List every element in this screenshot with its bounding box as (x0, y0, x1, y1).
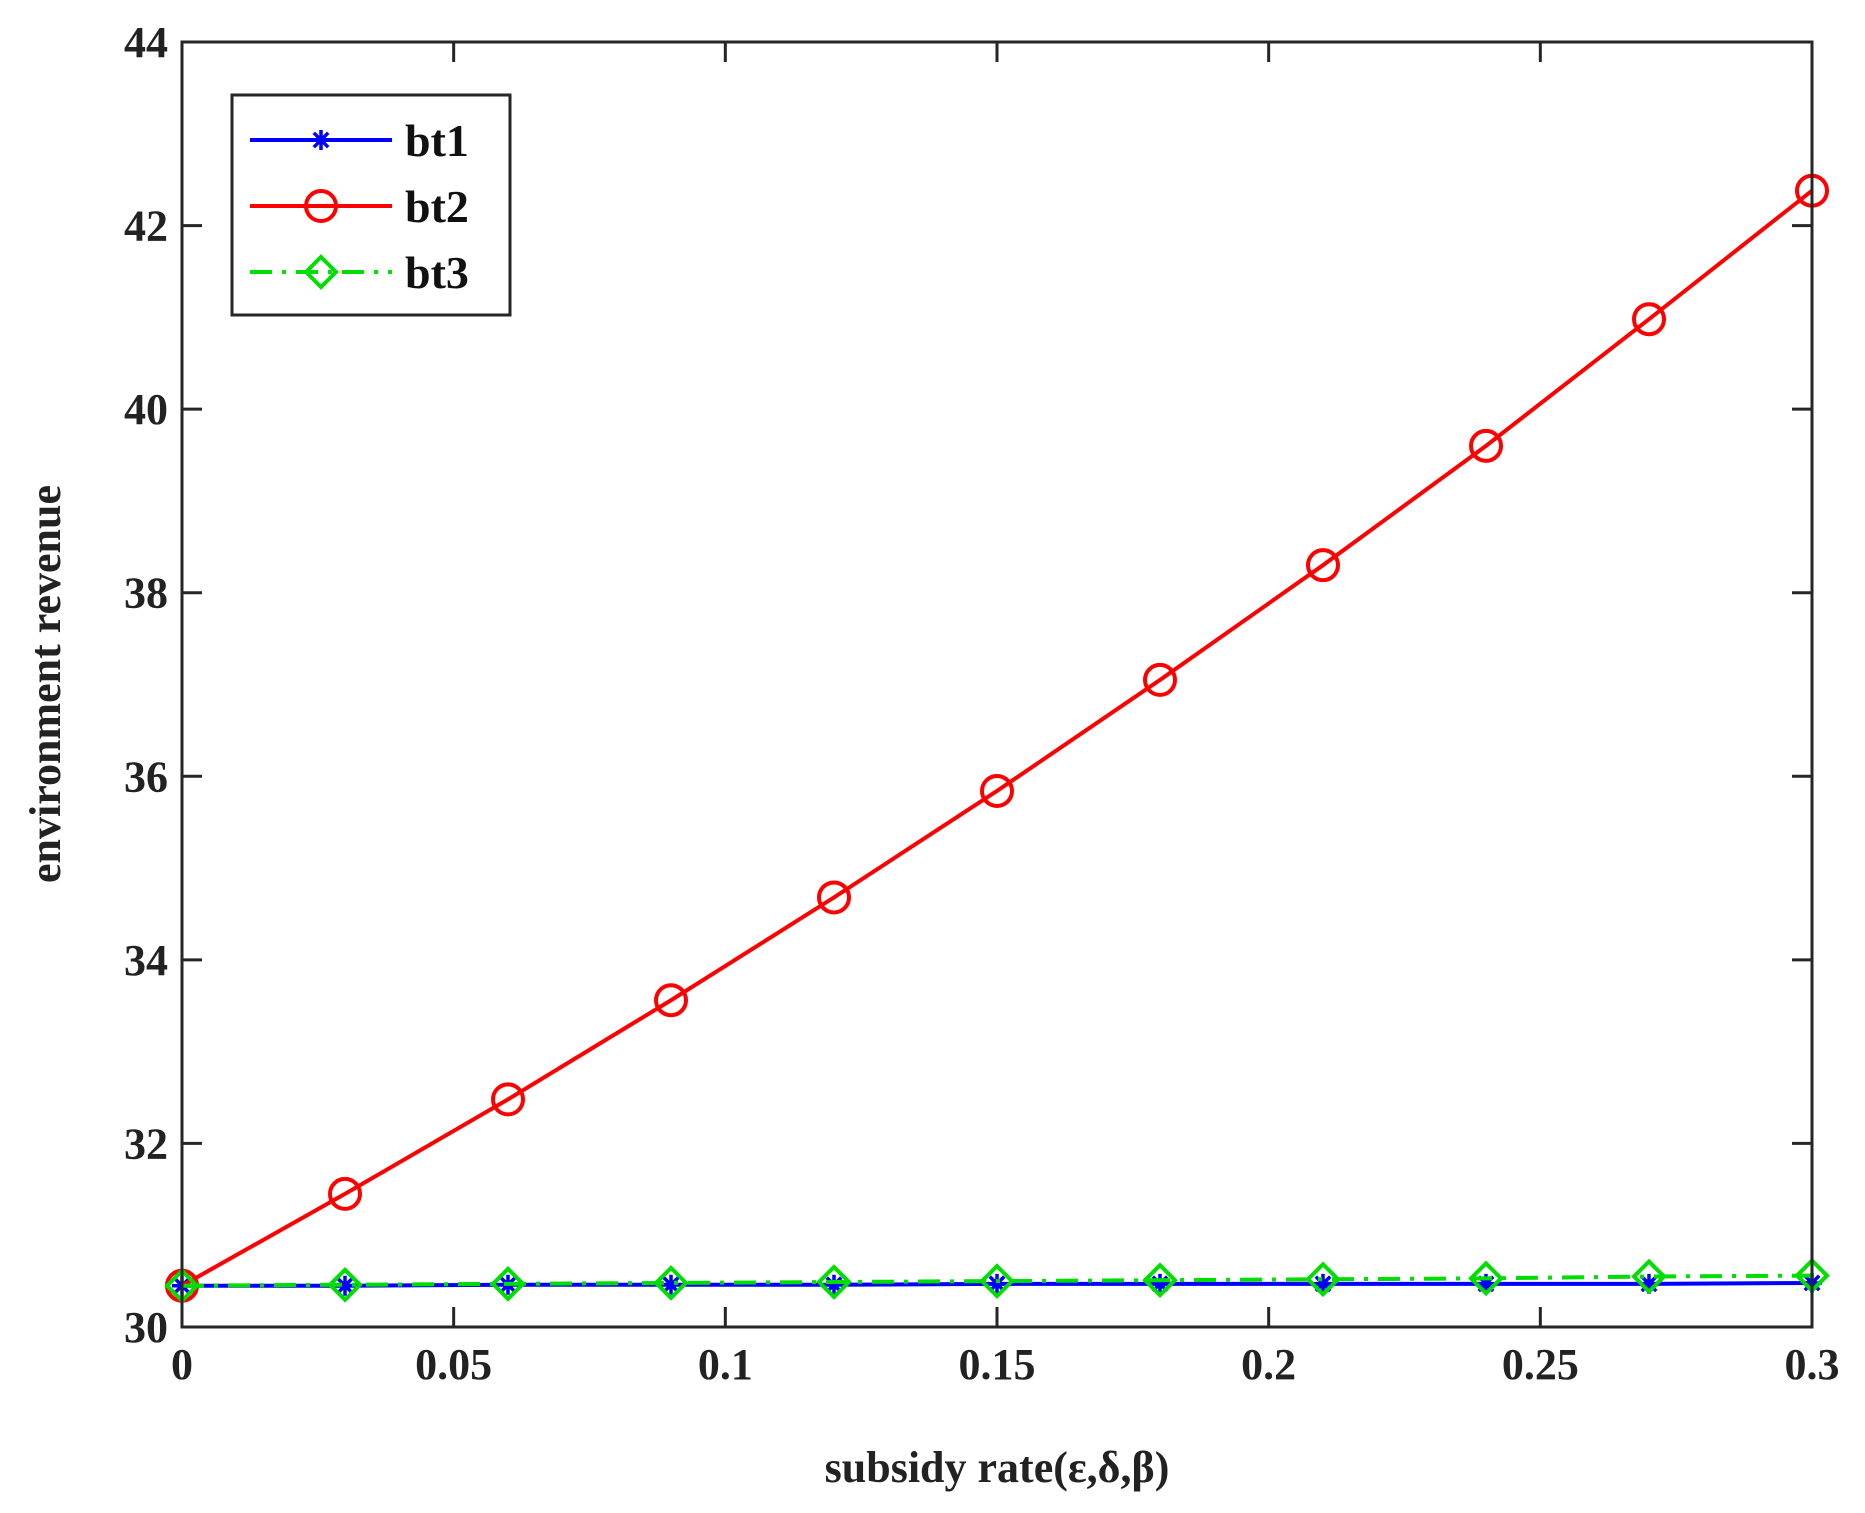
data-point-bt2 (1306, 548, 1340, 583)
y-tick-labels: 30 32 34 36 38 40 42 44 (124, 18, 168, 1352)
x-tick-label: 0.2 (1241, 1340, 1296, 1389)
x-tick-label: 0.1 (698, 1340, 753, 1389)
x-tick-label: 0 (171, 1340, 193, 1389)
x-axis-title: subsidy rate(ε,δ,β) (825, 1443, 1170, 1492)
data-point-bt1 (1476, 1273, 1496, 1294)
data-point-bt3 (979, 1263, 1015, 1299)
data-point-bt3 (653, 1265, 689, 1301)
y-tick-label: 38 (124, 569, 168, 618)
x-tick-label: 0.15 (959, 1340, 1036, 1389)
data-point-bt1 (987, 1273, 1007, 1294)
y-tick-label: 36 (124, 752, 168, 801)
legend-marker (311, 130, 331, 150)
series-layer (164, 173, 1830, 1304)
data-point-bt2 (1632, 302, 1666, 337)
series-line-bt2 (181, 189, 1814, 1288)
x-tick-labels: 0 0.05 0.1 0.15 0.2 0.25 0.3 (171, 1340, 1840, 1389)
data-point-bt2 (654, 983, 688, 1018)
data-point-bt3 (1305, 1261, 1341, 1298)
series-line-bt3 (181, 1273, 1813, 1288)
legend-marker (304, 189, 338, 223)
data-point-bt2 (980, 773, 1014, 808)
data-point-bt3 (816, 1264, 852, 1300)
data-point-bt2 (328, 1176, 362, 1211)
data-point-bt3 (1631, 1258, 1667, 1295)
data-point-bt1 (1313, 1273, 1333, 1294)
y-axis-title: environment revenue (21, 485, 70, 883)
data-point-bt2 (1143, 662, 1177, 697)
y-tick-label: 34 (124, 936, 168, 985)
y-tick-label: 40 (124, 385, 168, 434)
data-point-bt2 (1469, 428, 1503, 463)
y-tick-label: 32 (124, 1119, 168, 1168)
legend-label: bt3 (405, 247, 469, 298)
legend-item-bt3: bt3 (250, 247, 469, 298)
y-tick-label: 30 (124, 1303, 168, 1352)
data-point-bt2 (817, 880, 851, 915)
data-point-bt1 (1639, 1273, 1659, 1294)
y-tick-label: 42 (124, 202, 168, 251)
x-tick-label: 0.25 (1502, 1340, 1579, 1389)
data-point-bt3 (1468, 1260, 1504, 1297)
data-point-bt1 (661, 1274, 681, 1295)
axes-box (180, 40, 1814, 1329)
series-bt3 (164, 1257, 1830, 1304)
data-point-bt1 (824, 1274, 844, 1295)
legend-item-bt1: bt1 (250, 115, 469, 166)
x-tick-label: 0.05 (415, 1340, 492, 1389)
data-point-bt1 (1150, 1273, 1170, 1294)
legend-marker (303, 254, 339, 290)
data-point-bt1 (335, 1275, 355, 1296)
data-point-bt3 (1142, 1262, 1178, 1299)
x-tick-label: 0.3 (1785, 1340, 1840, 1389)
legend-item-bt2: bt2 (250, 181, 469, 232)
legend-label: bt2 (405, 181, 469, 232)
legend: bt1 bt2 bt3 (230, 93, 512, 317)
legend-label: bt1 (405, 115, 469, 166)
y-tick-label: 44 (124, 18, 168, 67)
data-point-bt2 (491, 1082, 525, 1117)
data-point-bt3 (490, 1266, 526, 1302)
data-point-bt3 (327, 1266, 363, 1303)
